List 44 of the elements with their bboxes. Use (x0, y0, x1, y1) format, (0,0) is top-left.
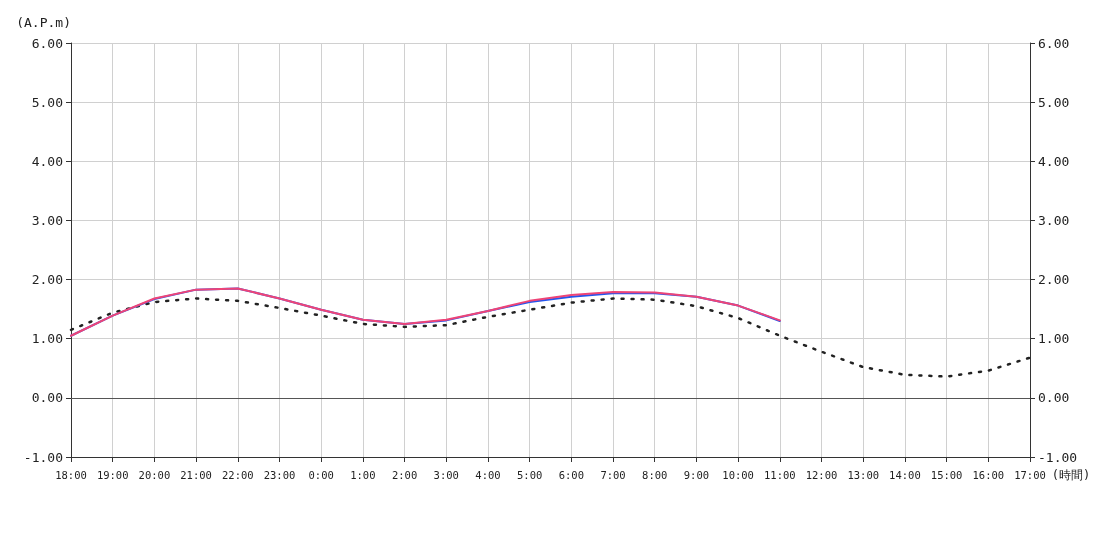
y-tick-label: 6.00 (31, 35, 63, 51)
x-tick-label: 4:00 (475, 468, 501, 481)
x-tick-label: 3:00 (433, 468, 459, 481)
y2-tick-label: 6.00 (1038, 35, 1070, 51)
y2-tick-label: 1.00 (1038, 331, 1070, 347)
x-tick-label: 6:00 (558, 468, 584, 481)
x-tick-label: 15:00 (930, 468, 963, 481)
x-tick-label: 11:00 (764, 468, 796, 481)
y-tick-label: -1.00 (23, 449, 63, 465)
x-tick-label: 8:00 (642, 468, 668, 481)
line-series (69, 297, 1032, 378)
x-tick-label: 18:00 (55, 468, 87, 481)
y-axis-title: (A.P.m) (16, 15, 71, 30)
y2-tick-label: -1.00 (1038, 449, 1078, 465)
y2-tick-label: 4.00 (1038, 153, 1070, 169)
x-tick-label: 14:00 (889, 468, 921, 481)
x-tick-label: 2:00 (391, 468, 418, 481)
x-tick-label: 22:00 (221, 468, 254, 481)
x-axis-title: (時間) (1051, 468, 1091, 482)
y-tick-label: 3.00 (31, 212, 63, 228)
x-tick-label: 21:00 (180, 468, 212, 481)
y-tick-label: 0.00 (31, 390, 63, 406)
x-tick-label: 20:00 (138, 468, 171, 481)
x-tick-label: 16:00 (972, 468, 1005, 481)
x-tick-label: 5:00 (517, 468, 543, 481)
x-tick-label: 7:00 (600, 468, 626, 481)
y-tick-label: 5.00 (31, 94, 63, 110)
x-tick-label: 23:00 (263, 468, 296, 481)
line-series (70, 287, 781, 337)
x-tick-label: 9:00 (683, 468, 710, 481)
x-tick-label: 1:00 (350, 468, 376, 481)
x-tick-label: 19:00 (96, 468, 129, 481)
y2-tick-label: 5.00 (1038, 94, 1070, 110)
y2-tick-label: 2.00 (1038, 272, 1070, 288)
x-tick-label: 0:00 (308, 468, 334, 481)
x-tick-label: 17:00 (1014, 468, 1046, 481)
y-tick-label: 1.00 (31, 331, 63, 347)
y-tick-label: 4.00 (31, 153, 63, 169)
x-tick-label: 13:00 (847, 468, 880, 481)
y2-tick-label: 3.00 (1038, 212, 1070, 228)
x-tick-label: 10:00 (722, 468, 754, 481)
x-tick-label: 12:00 (805, 468, 838, 481)
y-tick-label: 2.00 (31, 272, 63, 288)
y2-tick-label: 0.00 (1038, 390, 1070, 406)
